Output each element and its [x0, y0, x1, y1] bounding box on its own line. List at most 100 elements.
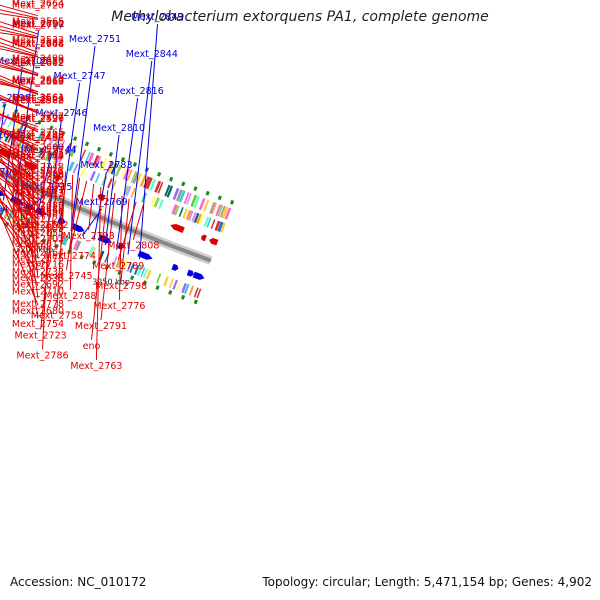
minus-gene-label: Mext_2675 [12, 254, 64, 265]
gc-dash [37, 119, 42, 125]
cog-mark [58, 140, 66, 152]
cog-mark [72, 239, 79, 250]
cog-mark [52, 137, 60, 150]
minus-gene-label: Mext_2596 [12, 207, 64, 218]
minus-gene-label: Mext_2496 [12, 133, 64, 144]
plus-label-leader [81, 208, 103, 236]
cog-mark [44, 150, 51, 161]
cog-mark [121, 259, 129, 271]
cog-mark [129, 262, 135, 273]
minus-gene-label: Mext_2650 [12, 56, 64, 67]
minus-gene-label: Mext_2533 [12, 35, 64, 46]
minus-label-leader [23, 152, 39, 279]
minus-label-leader [0, 174, 39, 204]
minus-gene-label: Mext_2646 [12, 204, 64, 215]
minus-gene-label: Mext_2710 [12, 287, 64, 298]
plus-gene-label: Mext_2747 [54, 71, 106, 82]
minus-label-leader [118, 195, 123, 300]
gene-arrow [186, 269, 194, 277]
cog-mark [191, 211, 198, 223]
minus-gene-label: Mext_2662 [12, 58, 64, 69]
minus-gene-label: Mext_2775 [12, 195, 64, 206]
minus-strand-genes [0, 148, 219, 246]
cog-mark [69, 144, 78, 158]
minus-label-leader [16, 149, 39, 299]
cog-mark [90, 247, 97, 258]
minus-gene-label: Mext_2647 [12, 188, 64, 199]
cog-mark [79, 149, 87, 162]
gc-dash [120, 157, 126, 162]
gc-dash [49, 125, 54, 131]
minus-gene-label: Mext_2564 [12, 93, 64, 104]
cog-mark [178, 207, 184, 218]
gc-track-inner [2, 103, 235, 205]
cog-mark [153, 197, 160, 208]
minus-gene-label: Mext_2492 [12, 133, 64, 144]
gene-arrow [192, 271, 205, 280]
minus-gene-label: Mext_2613 [12, 75, 64, 86]
plus-gene-label: Mext_2702 [12, 19, 64, 30]
plus-gene-label: Mext_2783 [80, 160, 132, 171]
minus-label-leader [132, 204, 144, 240]
minus-gene-label: Mext_2789 [92, 261, 144, 272]
minus-label-leader [0, 200, 39, 253]
minus-gene-label: Mext_2711 [12, 166, 64, 177]
cog-mark [217, 221, 224, 232]
cog-mark [23, 140, 30, 152]
cog-mark [130, 171, 137, 183]
cog-mark [57, 156, 63, 167]
minus-label-leader [88, 183, 95, 231]
cog-mark [126, 261, 133, 272]
kbp-tick-label: 3250 kbp [92, 277, 130, 286]
cog-mark [14, 136, 21, 147]
cog-mark [2, 113, 10, 126]
minus-gene-label: Mext_2765 [12, 128, 64, 139]
cog-mark [173, 205, 180, 216]
plus-gene-label: Mext_2844 [126, 49, 178, 60]
minus-label-leader [0, 199, 39, 239]
gc-dash [54, 243, 59, 249]
cog-mark [168, 278, 174, 289]
cog-mark [139, 174, 147, 187]
minus-label-leader [0, 212, 39, 306]
cog-mark [185, 193, 192, 205]
minus-gene-label: Mext_2737 [12, 147, 64, 158]
cog-mark [126, 169, 133, 182]
cog-mark [106, 160, 113, 173]
gene-arrow [137, 250, 153, 260]
cog-mark [84, 151, 91, 164]
gc-dash [96, 146, 102, 152]
cog-mark [171, 204, 178, 215]
minus-label-leader [0, 169, 39, 200]
gc-dash [217, 195, 222, 201]
cog-mark [145, 177, 153, 190]
cog-mark [112, 256, 118, 267]
gene-arrow [170, 224, 185, 233]
cog-mark [209, 201, 216, 214]
minus-label-leader [0, 215, 39, 273]
minus-label-leader [0, 160, 39, 195]
cog-mark [61, 235, 68, 246]
minus-label-leader [9, 145, 39, 318]
minus-gene-label: eno [83, 341, 101, 352]
minus-gene-label: Mext_2526 [12, 114, 64, 125]
gc-dash [130, 275, 135, 281]
gc-dash [61, 130, 66, 136]
gc-dash [79, 254, 84, 260]
minus-gene-label: Mext_2727 [12, 215, 64, 226]
plus-gene-label: Mext_2698 [0, 93, 31, 104]
minus-gene-label: Mext_2723 [15, 331, 67, 342]
cog-mark [196, 213, 202, 224]
minus-strand-labels: Mext_2808Mext_2789Mext_2798Mext_2776Mext… [0, 0, 159, 372]
gc-dash [42, 238, 47, 244]
cog-mark [193, 212, 200, 223]
cog-mark [214, 220, 221, 231]
gc-dash [142, 280, 147, 286]
cog-mark [217, 204, 224, 217]
minus-gene-label: Mext_2569 [12, 76, 64, 87]
cog-mark [158, 199, 164, 210]
minus-gene-label: Mext_2648 [12, 39, 64, 50]
minus-label-leader [40, 168, 60, 330]
minus-label-leader [69, 174, 74, 290]
cog-mark [196, 288, 202, 299]
